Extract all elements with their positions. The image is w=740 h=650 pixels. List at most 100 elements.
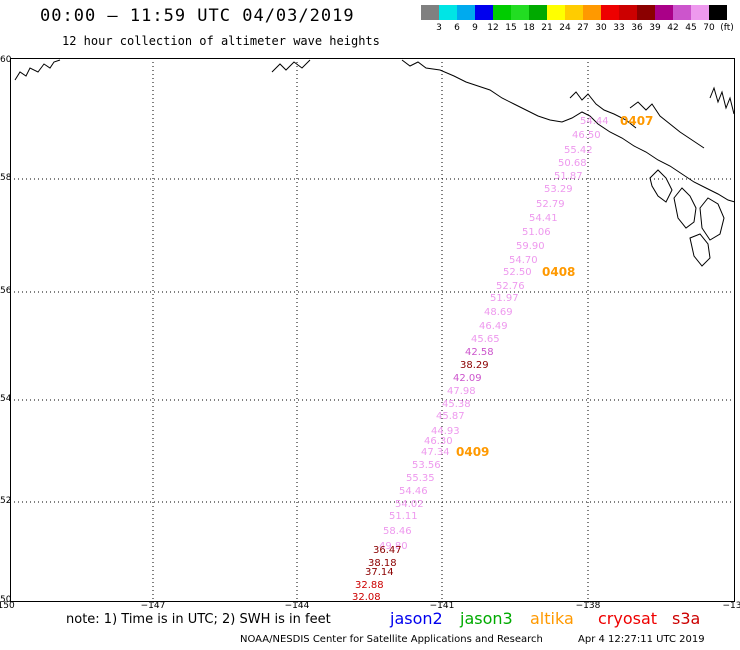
longitude-label: −147	[140, 601, 166, 611]
wave-height-value: 38.18	[368, 558, 397, 569]
latitude-label: 54	[0, 394, 12, 404]
legend-label: 42	[667, 23, 679, 33]
longitude-label: −141	[429, 601, 455, 611]
wave-height-value: 32.08	[352, 592, 381, 603]
satellite-legend-item: altika	[530, 609, 574, 628]
wave-height-value: 44.93	[431, 426, 460, 437]
longitude-label: −13	[722, 601, 740, 611]
coastline-gulf	[401, 59, 735, 203]
time-marker: 0407	[620, 114, 653, 128]
latitude-label: 58	[0, 173, 12, 183]
wave-height-value: 55.35	[406, 473, 435, 484]
wave-height-value: 37.14	[365, 567, 394, 578]
wave-height-value: 51.06	[522, 227, 551, 238]
wave-height-value: 45.65	[471, 334, 500, 345]
wave-height-value: 54.46	[399, 486, 428, 497]
legend-label: 33	[613, 23, 625, 33]
legend-swatch	[655, 5, 673, 20]
map-subtitle: 12 hour collection of altimeter wave hei…	[62, 34, 380, 48]
wave-height-value: 54.44	[580, 116, 609, 127]
wave-height-value: 52.79	[536, 199, 565, 210]
legend-label: 9	[472, 23, 478, 33]
wave-height-value: 54.02	[395, 499, 424, 510]
map-frame	[10, 58, 735, 602]
legend-swatch	[583, 5, 601, 20]
time-markers: 0407 0408 0409	[456, 114, 653, 459]
wave-height-value: 38.29	[460, 360, 489, 371]
legend-swatch	[691, 5, 709, 20]
legend-label: (ft)	[720, 23, 734, 33]
wave-height-value: 46.30	[424, 436, 453, 447]
wave-height-values: 54.44 46.50 55.42 50.68 51.87 53.29 52.79 54.41…	[352, 116, 609, 603]
color-legend	[421, 5, 727, 20]
legend-label: 36	[631, 23, 643, 33]
time-marker: 0408	[542, 265, 575, 279]
wave-height-value: 51.97	[490, 293, 519, 304]
coastline-islands-1	[649, 169, 673, 203]
wave-height-value: 45.38	[442, 399, 471, 410]
coastline-sound	[629, 101, 705, 149]
legend-swatch	[637, 5, 655, 20]
coastline-islands-3	[699, 197, 725, 241]
coastline-west	[14, 59, 61, 81]
wave-height-value: 55.42	[564, 145, 593, 156]
legend-label: 45	[685, 23, 697, 33]
wave-height-value: 53.29	[544, 184, 573, 195]
wave-height-value: 36.47	[373, 545, 402, 556]
footer-credit: NOAA/NESDIS Center for Satellite Applica…	[240, 634, 543, 645]
legend-swatch	[619, 5, 637, 20]
legend-swatch	[475, 5, 493, 20]
wave-height-value: 45.87	[436, 411, 465, 422]
wave-height-value: 32.88	[355, 580, 384, 591]
wave-height-value: 59.90	[516, 241, 545, 252]
wave-height-value: 46.49	[479, 321, 508, 332]
legend-label: 18	[523, 23, 535, 33]
latitude-label: 50	[0, 595, 12, 605]
legend-swatch	[421, 5, 439, 20]
wave-height-value: 52.76	[496, 281, 525, 292]
latitude-label: 60	[0, 55, 12, 65]
time-marker: 0409	[456, 445, 489, 459]
legend-label: 6	[454, 23, 460, 33]
legend-swatch	[511, 5, 529, 20]
satellite-legend-item: jason3	[460, 609, 513, 628]
legend-swatch	[547, 5, 565, 20]
wave-height-value: 48.69	[484, 307, 513, 318]
wave-height-value: 42.58	[465, 347, 494, 358]
wave-height-value: 54.41	[529, 213, 558, 224]
latitude-label: 56	[0, 286, 12, 296]
longitude-label: −150	[0, 601, 15, 611]
legend-label: 70	[703, 23, 715, 33]
wave-height-value: 54.70	[509, 255, 538, 266]
wave-height-value: 47.98	[447, 386, 476, 397]
coastline	[14, 59, 735, 267]
graticule	[10, 58, 735, 603]
coastline-fjord	[709, 86, 735, 115]
legend-swatch	[673, 5, 691, 20]
satellite-legend-item: s3a	[672, 609, 701, 628]
wave-height-value: 51.87	[554, 171, 583, 182]
wave-height-value: 47.34	[421, 447, 450, 458]
legend-swatch	[439, 5, 457, 20]
satellite-legend-item: cryosat	[598, 609, 658, 628]
legend-label: 27	[577, 23, 589, 33]
wave-height-value: 51.11	[389, 511, 418, 522]
legend-swatch	[457, 5, 475, 20]
legend-label: 15	[505, 23, 517, 33]
footer-timestamp: Apr 4 12:27:11 UTC 2019	[578, 634, 705, 645]
legend-label: 39	[649, 23, 661, 33]
legend-swatch	[601, 5, 619, 20]
legend-swatch	[493, 5, 511, 20]
wave-height-value: 52.50	[503, 267, 532, 278]
legend-swatch	[709, 5, 727, 20]
map-title: 00:00 – 11:59 UTC 04/03/2019	[40, 6, 355, 26]
coastline-islands-4	[689, 233, 711, 267]
satellite-legend-item: jason2	[390, 609, 443, 628]
coastline-kenai	[271, 59, 311, 73]
footnote: note: 1) Time is in UTC; 2) SWH is in fe…	[66, 612, 331, 627]
coastline-inland	[569, 91, 637, 129]
legend-label: 12	[487, 23, 499, 33]
latitude-label: 52	[0, 496, 12, 506]
wave-height-value: 53.56	[412, 460, 441, 471]
